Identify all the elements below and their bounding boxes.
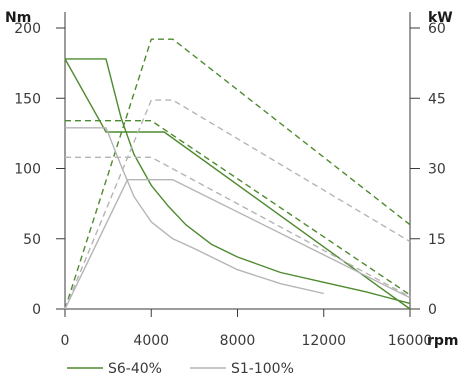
x-tick-label: 12000	[301, 333, 346, 349]
x-axis-unit: rpm	[427, 333, 459, 349]
series-s6-power-continuous	[65, 119, 411, 296]
left-axis: Nm	[5, 10, 66, 309]
series-s1-torque-continuous	[64, 178, 411, 310]
right-tick-label: 30	[428, 162, 446, 178]
x-tick-label: 8000	[220, 333, 256, 349]
right-tick-label: 60	[428, 21, 446, 37]
legend-label-s6: S6-40%	[108, 361, 162, 377]
legend: S6-40% S1-100%	[67, 361, 294, 377]
right-axis: kW	[409, 10, 453, 309]
series-s6-power-peak	[64, 38, 411, 310]
legend-label-s1: S1-100%	[231, 361, 294, 377]
x-tick-label: 16000	[388, 333, 433, 349]
right-tick-label: 15	[428, 232, 446, 248]
x-tick-label: 4000	[133, 333, 169, 349]
right-tick-label: 0	[428, 302, 437, 318]
series-s6-torque-peak	[65, 58, 411, 305]
series-s1-power-peak	[64, 99, 411, 310]
left-tick-label: 200	[14, 21, 41, 37]
series-s1-power-continuous	[65, 156, 411, 298]
axis-ticks: 0 50 100 150 200 0 15 30 45 60 0 4000 8000 12000 16000	[14, 21, 446, 349]
left-tick-label: 0	[32, 302, 41, 318]
series-s1-torque-peak	[65, 127, 324, 295]
left-tick-label: 100	[14, 162, 41, 178]
left-tick-label: 50	[23, 232, 41, 248]
series-layer	[64, 38, 411, 310]
left-axis-unit: Nm	[5, 10, 31, 26]
series-s6-torque-continuous	[64, 58, 411, 310]
x-tick-label: 0	[61, 333, 70, 349]
right-axis-unit: kW	[428, 10, 453, 26]
left-tick-label: 150	[14, 91, 41, 107]
right-tick-label: 45	[428, 91, 446, 107]
